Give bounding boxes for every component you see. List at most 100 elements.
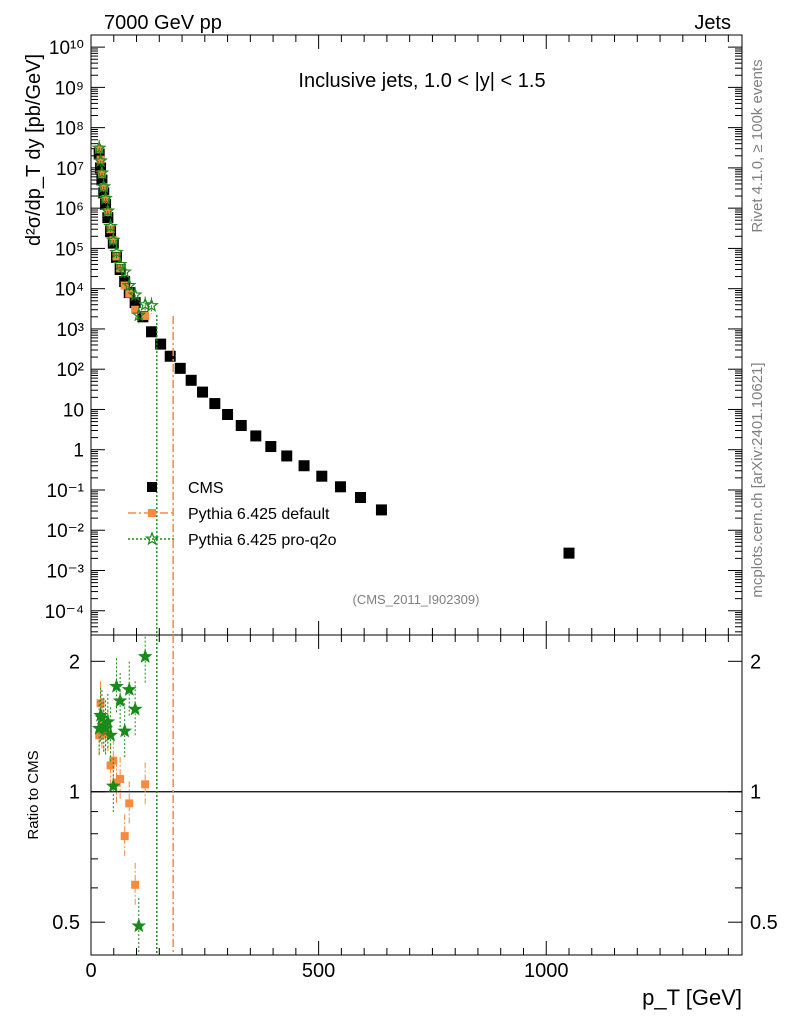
pythia-q2o-point bbox=[91, 140, 107, 155]
cms-point bbox=[98, 187, 110, 199]
ratio-q2o-point bbox=[100, 714, 116, 729]
cms-point bbox=[129, 297, 141, 309]
pythia-q2o-point bbox=[96, 179, 112, 193]
ratio-y-tick-label-right: 1 bbox=[750, 782, 761, 804]
cms-point bbox=[155, 338, 167, 350]
cms-point bbox=[235, 419, 247, 431]
pythia-q2o-point bbox=[94, 165, 110, 180]
cms-point bbox=[102, 212, 114, 224]
cms-point bbox=[250, 430, 262, 442]
cms-point bbox=[281, 450, 293, 462]
legend-label: Pythia 6.425 default bbox=[188, 506, 330, 523]
legend-default-marker bbox=[148, 509, 156, 517]
ratio-q2o-point bbox=[106, 778, 121, 793]
y-tick-label: 10⁻¹ bbox=[47, 481, 85, 502]
mcplots-label: mcplots.cern.ch [arXiv:2401.10621] bbox=[749, 362, 766, 597]
cms-point bbox=[222, 408, 234, 420]
axis-tick-labels: 0 500 1000 10⁻⁴ 10⁻³ 10⁻² 10⁻¹ 1 10 10² 10³ 10⁴ 10⁵ 1… bbox=[45, 38, 778, 982]
ratio-q2o-point bbox=[98, 720, 113, 735]
cms-point bbox=[375, 504, 387, 516]
pythia-default-point bbox=[96, 155, 105, 164]
ratio-y-tick-label: 2 bbox=[69, 651, 80, 673]
cms-point bbox=[563, 547, 575, 559]
y-tick-label: 10⁻³ bbox=[47, 562, 85, 583]
cms-point bbox=[355, 492, 367, 504]
pythia-q2o-point bbox=[121, 277, 137, 292]
y-tick-label: 10⁵ bbox=[55, 239, 84, 260]
x-axis-title: p_T [GeV] bbox=[642, 985, 742, 1010]
ratio-q2o-point bbox=[112, 693, 128, 708]
x-tick-label: 500 bbox=[302, 960, 335, 982]
cms-point bbox=[100, 198, 112, 210]
ratio-default-point bbox=[106, 761, 115, 770]
y-tick-label: 10⁹ bbox=[55, 78, 84, 99]
ratio-default-point bbox=[125, 799, 134, 808]
ratio-q2o-point bbox=[109, 678, 124, 693]
y-tick-label: 10¹⁰ bbox=[49, 38, 84, 59]
header-jets-label: Jets bbox=[694, 12, 731, 34]
y-tick-label: 10⁸ bbox=[55, 119, 84, 140]
axis-ticks bbox=[90, 34, 742, 955]
y-tick-label: 10⁶ bbox=[55, 199, 84, 220]
cms-point bbox=[197, 386, 209, 398]
y-tick-label: 10² bbox=[57, 360, 84, 381]
y-tick-label: 10⁻⁴ bbox=[45, 602, 84, 623]
cms-point bbox=[93, 148, 105, 160]
analysis-id-label: (CMS_2011_I902309) bbox=[353, 592, 480, 607]
legend: CMS Pythia 6.425 default Pythia 6.425 pro-… bbox=[128, 480, 337, 549]
ratio-default-point bbox=[109, 756, 118, 765]
pythia-q2o-point bbox=[93, 153, 108, 168]
main-series-group bbox=[91, 139, 575, 635]
pythia-q2o-point bbox=[98, 190, 113, 205]
ratio-default-point bbox=[116, 775, 125, 784]
cms-point bbox=[164, 350, 176, 362]
pythia-q2o-point bbox=[103, 218, 118, 233]
y-tick-label: 10⁻² bbox=[47, 521, 85, 542]
legend-label: CMS bbox=[188, 480, 224, 497]
y-axis-title: d²σ/dp_T dy [pb/GeV] bbox=[23, 54, 45, 246]
data-series bbox=[91, 139, 575, 955]
cms-point bbox=[95, 162, 107, 174]
pythia-q2o-point bbox=[127, 287, 143, 302]
ratio-q2o-point bbox=[131, 918, 147, 933]
ratio-q2o-point bbox=[121, 681, 137, 696]
pythia-default-point bbox=[120, 281, 129, 290]
pythia-q2o-point bbox=[112, 256, 128, 271]
y-tick-label: 10⁷ bbox=[56, 159, 84, 180]
ratio-default-point bbox=[120, 832, 129, 841]
cms-point bbox=[265, 441, 277, 453]
legend-label: Pythia 6.425 pro-q2o bbox=[188, 532, 337, 549]
cms-point bbox=[185, 374, 197, 386]
x-tick-label: 1000 bbox=[524, 960, 569, 982]
ratio-default-point bbox=[141, 780, 150, 789]
pythia-default-point bbox=[131, 305, 140, 314]
pythia-q2o-point bbox=[117, 264, 132, 279]
ratio-y-axis-title: Ratio to CMS bbox=[25, 750, 42, 839]
pythia-q2o-point bbox=[144, 297, 159, 312]
pythia-q2o-point bbox=[105, 232, 121, 247]
x-tick-label: 0 bbox=[85, 960, 96, 982]
chart-title: Inclusive jets, 1.0 < |y| < 1.5 bbox=[298, 70, 545, 92]
pythia-q2o-point bbox=[100, 203, 116, 218]
cms-point bbox=[96, 174, 108, 186]
y-tick-label: 10 bbox=[63, 400, 84, 421]
header-energy-label: 7000 GeV pp bbox=[104, 12, 222, 34]
ratio-default-point bbox=[95, 731, 104, 740]
y-tick-label: 10⁴ bbox=[55, 280, 84, 301]
legend-q2o-marker bbox=[144, 531, 160, 546]
ratio-series-group bbox=[91, 635, 174, 955]
ratio-default-point bbox=[96, 699, 105, 708]
cms-point bbox=[174, 362, 186, 374]
cms-point bbox=[316, 470, 328, 482]
ratio-q2o-point bbox=[117, 723, 133, 738]
cms-point bbox=[209, 398, 221, 410]
pythia-q2o-point bbox=[131, 307, 147, 322]
y-tick-label: 10³ bbox=[57, 320, 84, 341]
ratio-q2o-point bbox=[137, 649, 153, 663]
ratio-default-point bbox=[131, 880, 140, 889]
y-tick-label: 1 bbox=[73, 441, 84, 462]
pythia-default-point bbox=[141, 311, 150, 320]
ratio-q2o-point bbox=[103, 727, 118, 742]
ratio-y-tick-label-right: 0.5 bbox=[750, 912, 778, 934]
